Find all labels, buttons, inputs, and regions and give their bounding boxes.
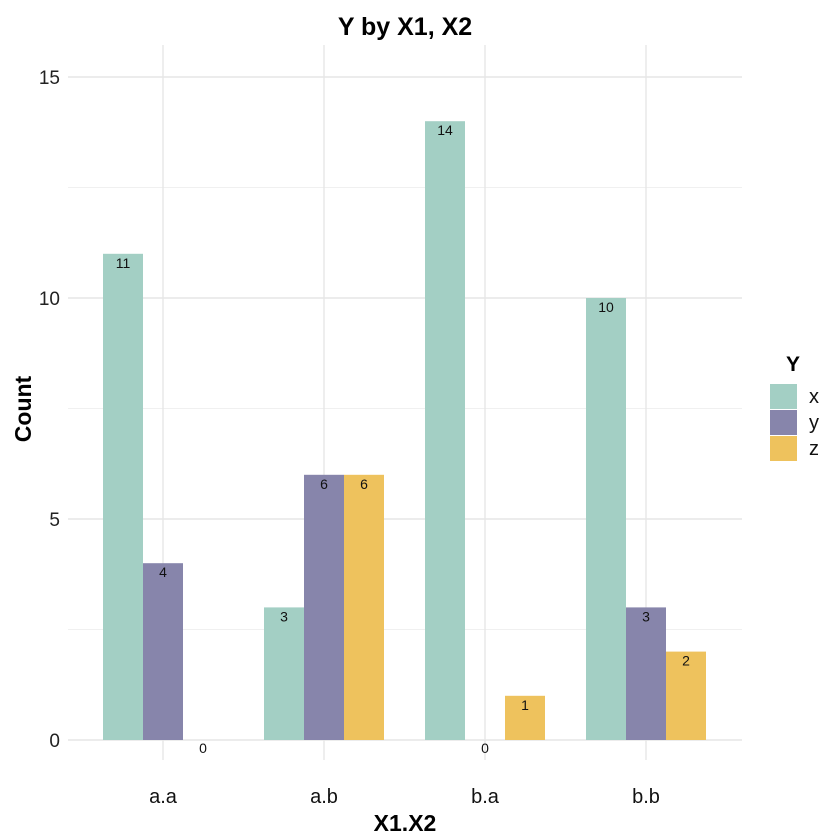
legend-swatch xyxy=(770,384,797,409)
legend-label: z xyxy=(809,438,819,460)
value-label: 0 xyxy=(199,740,207,756)
legend: Y xyz xyxy=(770,353,819,461)
chart-title: Y by X1, X2 xyxy=(338,13,472,41)
bar-z-b.a xyxy=(505,695,545,740)
value-label: 0 xyxy=(481,740,489,756)
y-tick-label: 5 xyxy=(49,510,60,531)
legend-swatch xyxy=(770,410,797,435)
value-label: 2 xyxy=(682,653,690,669)
bar-y-a.b xyxy=(304,474,344,740)
value-label: 1 xyxy=(521,697,529,713)
value-label: 3 xyxy=(280,608,288,624)
x-tick-label: a.b xyxy=(310,786,338,808)
legend-title: Y xyxy=(786,353,800,376)
value-label: 11 xyxy=(116,255,131,271)
bar-x-b.a xyxy=(425,121,465,740)
bar-x-b.b xyxy=(586,298,626,740)
y-tick-label: 10 xyxy=(39,289,60,310)
legend-swatch xyxy=(770,436,797,461)
value-label: 14 xyxy=(437,122,453,138)
x-tick-label: b.a xyxy=(471,786,500,808)
bar-x-a.a xyxy=(103,253,143,741)
y-tick-label: 0 xyxy=(49,731,60,752)
x-axis-title: X1.X2 xyxy=(374,810,437,836)
y-axis-ticks: 0 5 10 15 xyxy=(39,68,60,752)
y-axis-title: Count xyxy=(10,375,36,442)
x-axis-ticks: a.a a.b b.a b.b xyxy=(149,786,660,808)
legend-item-z: z xyxy=(770,436,819,461)
bar-z-b.b xyxy=(666,651,706,740)
value-label: 4 xyxy=(159,564,167,580)
bar-x-a.b xyxy=(264,607,304,740)
legend-label: x xyxy=(809,386,819,408)
legend-item-x: x xyxy=(770,384,819,409)
bar-y-b.b xyxy=(626,607,666,740)
bars xyxy=(103,121,706,741)
value-label: 6 xyxy=(320,476,328,492)
value-label: 6 xyxy=(360,476,368,492)
value-label: 3 xyxy=(642,608,650,624)
x-tick-label: b.b xyxy=(632,786,660,808)
y-tick-label: 15 xyxy=(39,68,60,89)
legend-label: y xyxy=(809,412,819,434)
bar-z-a.b xyxy=(344,474,384,740)
bar-y-a.a xyxy=(143,563,183,740)
x-tick-label: a.a xyxy=(149,786,178,808)
value-label: 10 xyxy=(598,299,614,315)
legend-item-y: y xyxy=(770,410,819,435)
